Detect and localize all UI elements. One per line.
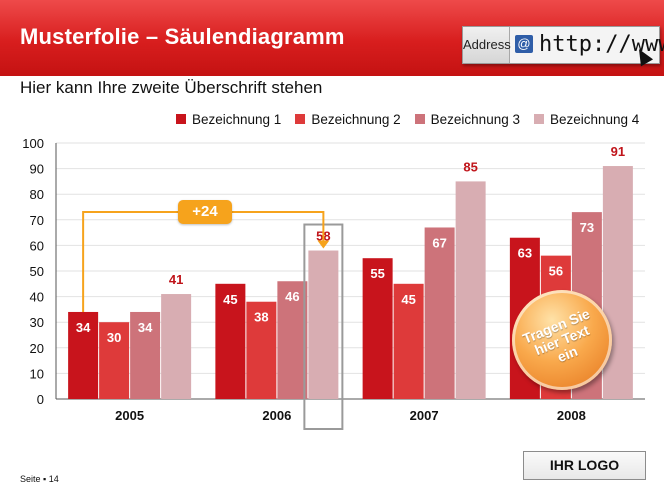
chart-legend: Bezeichnung 1 Bezeichnung 2 Bezeichnung 3 B… <box>176 111 653 127</box>
data-label: 73 <box>580 220 594 235</box>
legend-swatch <box>176 114 186 124</box>
data-label: 67 <box>432 235 446 250</box>
bar <box>602 166 633 399</box>
y-tick-label: 20 <box>30 341 44 356</box>
bar <box>393 283 424 399</box>
legend-item: Bezeichnung 4 <box>533 111 640 127</box>
address-bar-graphic: Address @ http://www <box>462 26 664 64</box>
x-tick-label: 2007 <box>410 408 439 423</box>
page-number: Seite ▪ 14 <box>20 474 59 484</box>
y-tick-label: 50 <box>30 264 44 279</box>
legend-item: Bezeichnung 1 <box>176 112 281 127</box>
y-tick-label: 30 <box>30 315 44 330</box>
legend-label: Bezeichnung 1 <box>192 111 282 127</box>
data-label: 30 <box>107 330 121 345</box>
legend-swatch <box>295 114 306 124</box>
data-label: 38 <box>254 310 268 325</box>
y-tick-label: 100 <box>22 136 44 151</box>
legend-label: Bezeichnung 3 <box>430 111 520 127</box>
bar <box>130 311 161 399</box>
y-tick-label: 0 <box>37 392 44 407</box>
url-text: http://www <box>539 32 664 57</box>
data-label: 91 <box>611 144 625 159</box>
header-bar: Musterfolie – Säulendiagramm Address @ h… <box>0 0 664 76</box>
bar <box>277 281 308 399</box>
data-label: 63 <box>518 246 532 261</box>
data-label: 56 <box>549 264 563 279</box>
x-tick-label: 2008 <box>557 408 586 423</box>
legend-item: Bezeichnung 2 <box>295 111 401 127</box>
data-label: 45 <box>223 292 237 307</box>
y-tick-label: 70 <box>30 213 44 228</box>
legend-swatch <box>533 114 544 124</box>
data-label: 41 <box>169 272 183 287</box>
bar <box>362 258 393 399</box>
callout-text: Tragen Sie hier Text ein <box>520 304 593 365</box>
y-tick-label: 60 <box>30 238 44 253</box>
slide-subtitle: Hier kann Ihre zweite Überschrift stehen <box>20 78 323 97</box>
bar <box>246 301 277 399</box>
callout-circle: Tragen Sie hier Text ein <box>512 290 612 390</box>
legend-label: Bezeichnung 2 <box>311 111 401 127</box>
y-tick-label: 90 <box>30 162 44 177</box>
legend-swatch <box>414 114 425 124</box>
bar <box>68 311 99 399</box>
bar <box>455 181 486 399</box>
bar <box>424 227 455 399</box>
bar <box>161 294 192 399</box>
bar <box>308 250 339 399</box>
data-label: 34 <box>76 320 91 335</box>
y-tick-label: 40 <box>30 290 44 305</box>
address-label: Address <box>463 27 511 63</box>
data-label: 85 <box>463 159 477 174</box>
slide-title: Musterfolie – Säulendiagramm <box>20 24 345 49</box>
bar <box>99 322 130 399</box>
y-tick-label: 80 <box>30 187 44 202</box>
x-tick-label: 2006 <box>262 408 291 423</box>
data-label: 46 <box>285 289 299 304</box>
x-tick-label: 2005 <box>115 408 144 423</box>
bracket-arrowhead <box>317 240 330 249</box>
data-label: 55 <box>370 266 384 281</box>
bar <box>215 283 246 399</box>
legend-item: Bezeichnung 3 <box>414 111 520 127</box>
y-tick-label: 10 <box>30 366 44 381</box>
data-label: 34 <box>138 320 153 335</box>
at-icon: @ <box>515 35 533 53</box>
data-label: 45 <box>401 292 415 307</box>
logo-placeholder: IHR LOGO <box>523 451 646 480</box>
delta-badge: +24 <box>178 200 232 224</box>
legend-label: Bezeichnung 4 <box>549 111 640 127</box>
